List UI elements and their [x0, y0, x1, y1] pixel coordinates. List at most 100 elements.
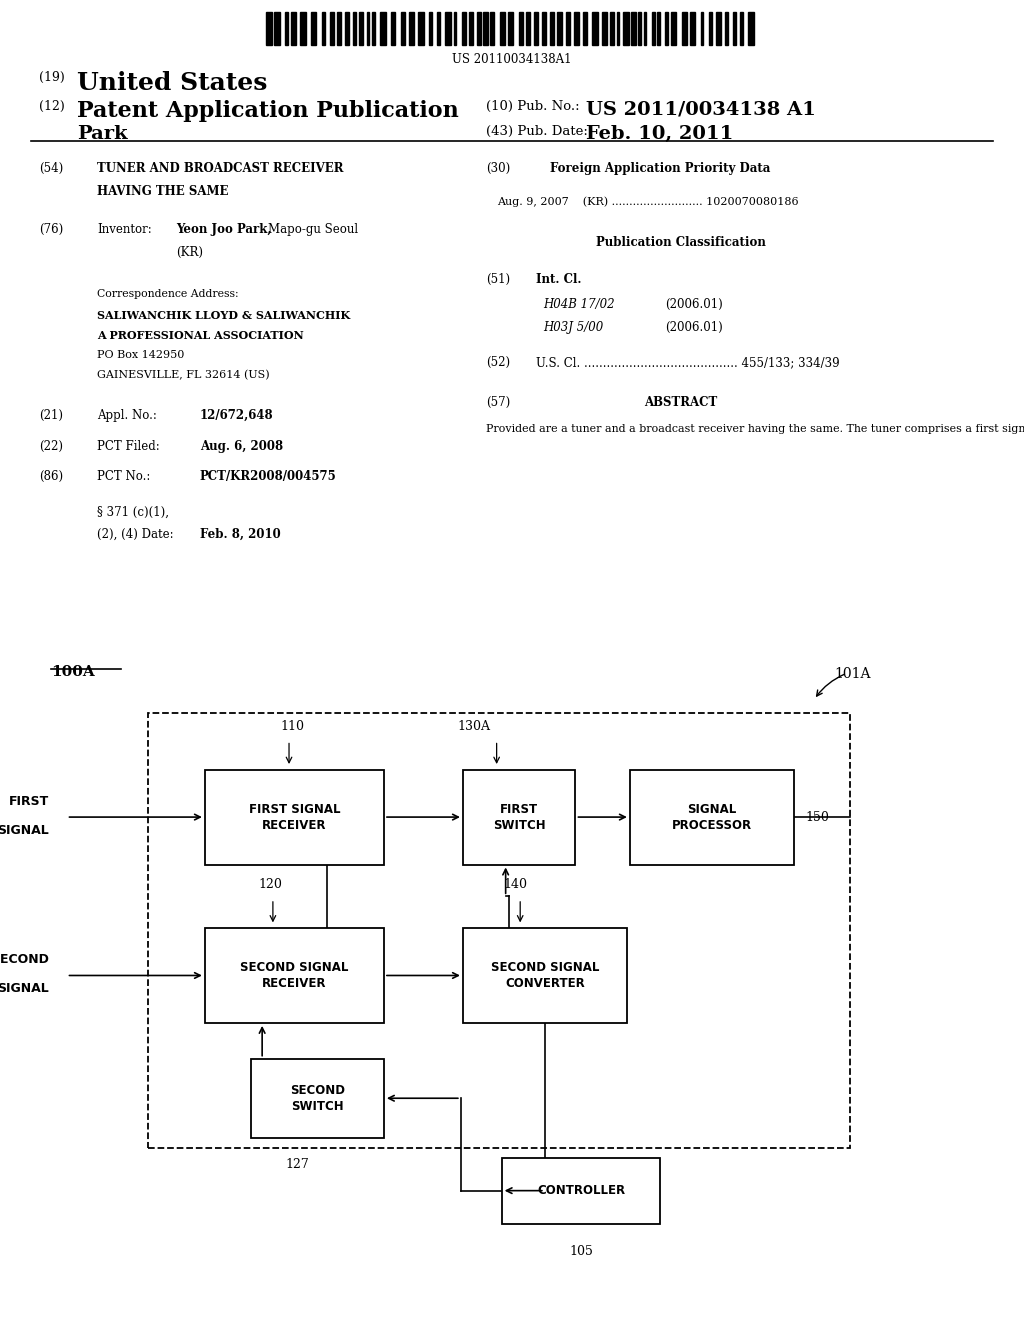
Bar	[437, 12, 440, 45]
Text: Inventor:: Inventor:	[97, 223, 152, 236]
Text: HAVING THE SAME: HAVING THE SAME	[97, 185, 228, 198]
Bar	[429, 12, 432, 45]
Bar	[483, 12, 487, 45]
Bar	[749, 12, 754, 45]
Text: SECOND SIGNAL
CONVERTER: SECOND SIGNAL CONVERTER	[490, 961, 599, 990]
Text: FIRST SIGNAL
RECEIVER: FIRST SIGNAL RECEIVER	[249, 803, 340, 832]
Bar	[266, 12, 271, 45]
Text: (43) Pub. Date:: (43) Pub. Date:	[486, 125, 588, 139]
Text: Yeon Joo Park,: Yeon Joo Park,	[176, 223, 271, 236]
Bar	[638, 12, 641, 45]
Bar	[592, 12, 598, 45]
Text: SIGNAL
PROCESSOR: SIGNAL PROCESSOR	[672, 803, 752, 832]
Text: SECOND: SECOND	[0, 953, 49, 966]
Bar	[477, 12, 481, 45]
Bar	[740, 12, 742, 45]
Text: ABSTRACT: ABSTRACT	[644, 396, 718, 409]
Text: (57): (57)	[486, 396, 511, 409]
Text: 110: 110	[281, 719, 304, 733]
Text: Patent Application Publication: Patent Application Publication	[77, 100, 459, 123]
Bar	[462, 12, 466, 45]
Text: (54): (54)	[39, 162, 63, 176]
Bar	[490, 12, 495, 45]
Text: US 20110034138A1: US 20110034138A1	[453, 53, 571, 66]
Text: (12): (12)	[39, 100, 65, 114]
Bar	[322, 12, 325, 45]
Text: (10) Pub. No.:: (10) Pub. No.:	[486, 100, 580, 114]
Bar	[709, 12, 712, 45]
Text: U.S. Cl. ......................................... 455/133; 334/39: U.S. Cl. ...............................…	[536, 356, 840, 370]
Text: 120: 120	[258, 878, 283, 891]
Text: (2006.01): (2006.01)	[666, 298, 723, 312]
Text: 105: 105	[569, 1245, 593, 1258]
Text: Park: Park	[77, 125, 127, 144]
Bar	[632, 12, 636, 45]
Text: (2), (4) Date:: (2), (4) Date:	[97, 528, 174, 541]
Text: Int. Cl.: Int. Cl.	[536, 273, 581, 286]
Text: 130A: 130A	[458, 719, 490, 733]
Text: PCT/KR2008/004575: PCT/KR2008/004575	[200, 470, 337, 483]
Text: SALIWANCHIK LLOYD & SALIWANCHIK: SALIWANCHIK LLOYD & SALIWANCHIK	[97, 310, 350, 321]
Bar	[700, 12, 703, 45]
Bar	[542, 12, 546, 45]
Bar	[345, 12, 349, 45]
Bar	[671, 12, 676, 45]
Bar	[300, 12, 305, 45]
FancyBboxPatch shape	[463, 770, 575, 865]
FancyBboxPatch shape	[630, 770, 794, 865]
Bar	[652, 12, 654, 45]
Text: (2006.01): (2006.01)	[666, 321, 723, 334]
Text: (52): (52)	[486, 356, 511, 370]
Bar	[508, 12, 513, 45]
Bar	[525, 12, 529, 45]
Bar	[454, 12, 457, 45]
Bar	[380, 12, 386, 45]
Bar	[716, 12, 721, 45]
Text: Publication Classification: Publication Classification	[596, 236, 766, 249]
Text: (30): (30)	[486, 162, 511, 176]
Text: Provided are a tuner and a broadcast receiver having the same. The tuner compris: Provided are a tuner and a broadcast rec…	[486, 424, 1024, 434]
Text: H04B 17/02: H04B 17/02	[543, 298, 614, 312]
Text: US 2011/0034138 A1: US 2011/0034138 A1	[586, 100, 815, 119]
FancyBboxPatch shape	[205, 928, 384, 1023]
Text: GAINESVILLE, FL 32614 (US): GAINESVILLE, FL 32614 (US)	[97, 370, 270, 380]
FancyBboxPatch shape	[251, 1059, 384, 1138]
Bar	[644, 12, 646, 45]
Text: 12/672,648: 12/672,648	[200, 409, 273, 422]
Text: 150: 150	[806, 810, 829, 824]
Text: (19): (19)	[39, 71, 65, 84]
Text: SECOND SIGNAL
RECEIVER: SECOND SIGNAL RECEIVER	[241, 961, 348, 990]
Bar	[690, 12, 695, 45]
Text: (76): (76)	[39, 223, 63, 236]
Text: Correspondence Address:: Correspondence Address:	[97, 289, 239, 300]
Bar	[419, 12, 424, 45]
Bar	[337, 12, 341, 45]
Bar	[725, 12, 728, 45]
Bar	[583, 12, 587, 45]
Text: SECOND
SWITCH: SECOND SWITCH	[290, 1084, 345, 1113]
Bar	[566, 12, 570, 45]
Text: PO Box 142950: PO Box 142950	[97, 350, 184, 360]
Text: 140: 140	[504, 878, 527, 891]
Text: SIGNAL: SIGNAL	[0, 982, 49, 995]
Text: H03J 5/00: H03J 5/00	[543, 321, 603, 334]
Bar	[445, 12, 451, 45]
Bar	[602, 12, 607, 45]
Text: CONTROLLER: CONTROLLER	[537, 1184, 626, 1197]
Text: PCT Filed:: PCT Filed:	[97, 440, 160, 453]
FancyBboxPatch shape	[205, 770, 384, 865]
Text: 100A: 100A	[51, 665, 95, 680]
FancyBboxPatch shape	[463, 928, 627, 1023]
Text: Mapo-gu Seoul: Mapo-gu Seoul	[268, 223, 358, 236]
Text: A PROFESSIONAL ASSOCIATION: A PROFESSIONAL ASSOCIATION	[97, 330, 304, 341]
Text: § 371 (c)(1),: § 371 (c)(1),	[97, 506, 169, 519]
Text: Appl. No.:: Appl. No.:	[97, 409, 157, 422]
Bar	[557, 12, 562, 45]
Bar	[624, 12, 629, 45]
Bar	[534, 12, 538, 45]
Text: (51): (51)	[486, 273, 511, 286]
Text: (86): (86)	[39, 470, 63, 483]
FancyBboxPatch shape	[502, 1158, 660, 1224]
Text: Feb. 10, 2011: Feb. 10, 2011	[586, 125, 733, 144]
Text: (21): (21)	[39, 409, 62, 422]
